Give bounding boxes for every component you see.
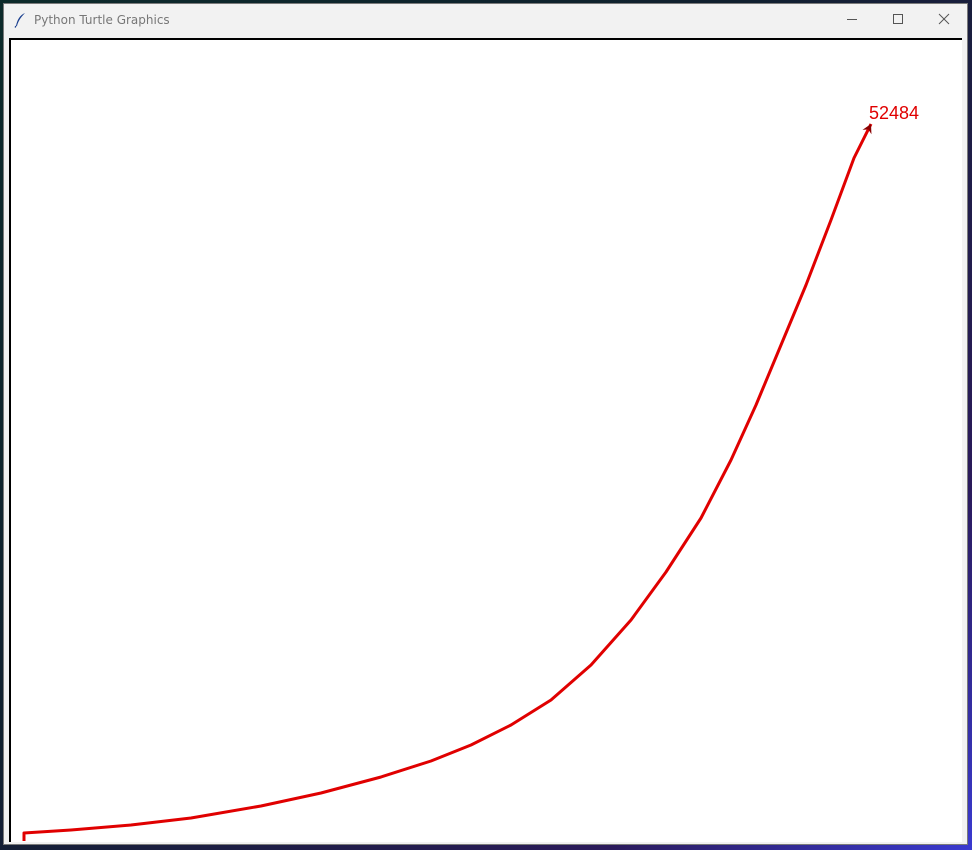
- growth-curve: [22, 123, 873, 841]
- maximize-button[interactable]: [875, 4, 921, 34]
- turtle-window: Python Turtle Graphics: [3, 3, 968, 845]
- turtle-arrow-icon: [862, 124, 872, 135]
- turtle-canvas[interactable]: 52484: [9, 38, 962, 842]
- title-bar[interactable]: Python Turtle Graphics: [4, 4, 967, 36]
- minimize-button[interactable]: [829, 4, 875, 34]
- value-label: 52484: [869, 103, 920, 123]
- window-title: Python Turtle Graphics: [34, 13, 170, 27]
- minimize-icon: [847, 19, 857, 20]
- close-icon: [938, 13, 950, 25]
- close-button[interactable]: [921, 4, 967, 34]
- feather-icon: [14, 13, 25, 28]
- drawing-surface: [22, 123, 873, 841]
- maximize-icon: [893, 14, 903, 24]
